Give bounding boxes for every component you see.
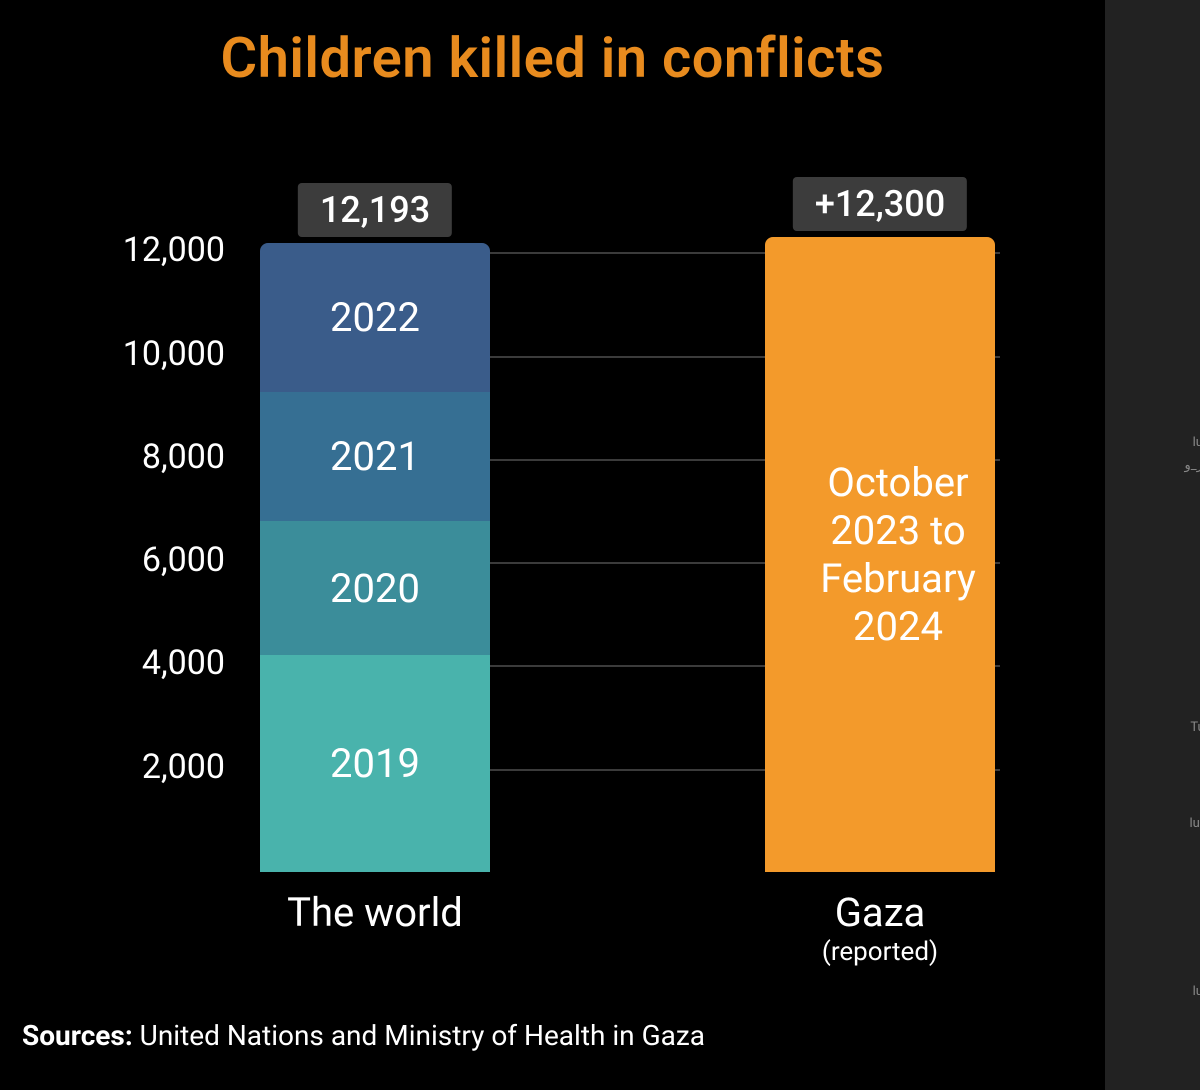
gutter-fragment: طور_و [1185,458,1200,473]
bar-world: 2019202020212022 [260,243,490,872]
x-axis-label-gaza-text: Gaza [835,889,926,936]
x-axis-label-gaza: Gaza (reported) [765,890,995,968]
sources-line: Sources: United Nations and Ministry of … [22,1019,705,1052]
chart-title: Children killed in conflicts [0,25,1105,91]
y-tick-label: 6,000 [142,540,225,580]
sources-text: United Nations and Ministry of Health in… [140,1019,705,1052]
bar-segment: 2021 [260,392,490,521]
right-gutter: lunis طور_و Tuni lunisi lunis [1105,0,1200,1090]
y-tick-label: 12,000 [123,230,225,270]
gutter-fragment: lunisi [1189,816,1200,831]
bar-segment: 2019 [260,655,490,872]
bar-segment: October 2023 to February 2024 [765,237,995,872]
y-tick-label: 10,000 [123,334,225,374]
x-axis-label-world: The world [260,890,490,936]
y-tick-label: 2,000 [142,747,225,787]
x-axis-sublabel-gaza: (reported) [765,938,995,968]
gutter-fragment: lunis [1193,984,1200,999]
value-badge-gaza: +12,300 [793,177,967,231]
value-badge-world: 12,193 [298,183,452,237]
page: Children killed in conflicts 2,0004,0006… [0,0,1200,1090]
bar-gaza: October 2023 to February 2024 [765,237,995,872]
gutter-fragment: Tuni [1190,720,1200,735]
y-tick-label: 4,000 [142,643,225,683]
bar-segment: 2020 [260,521,490,655]
infographic-panel: Children killed in conflicts 2,0004,0006… [0,0,1105,1090]
sources-prefix: Sources: [22,1019,133,1052]
chart-plot-area: 2,0004,0006,0008,00010,00012,00020192020… [260,237,1000,872]
gutter-fragment: lunis [1193,435,1200,450]
x-axis-label-world-text: The world [287,889,463,936]
y-tick-label: 8,000 [142,437,225,477]
bar-segment: 2022 [260,243,490,392]
